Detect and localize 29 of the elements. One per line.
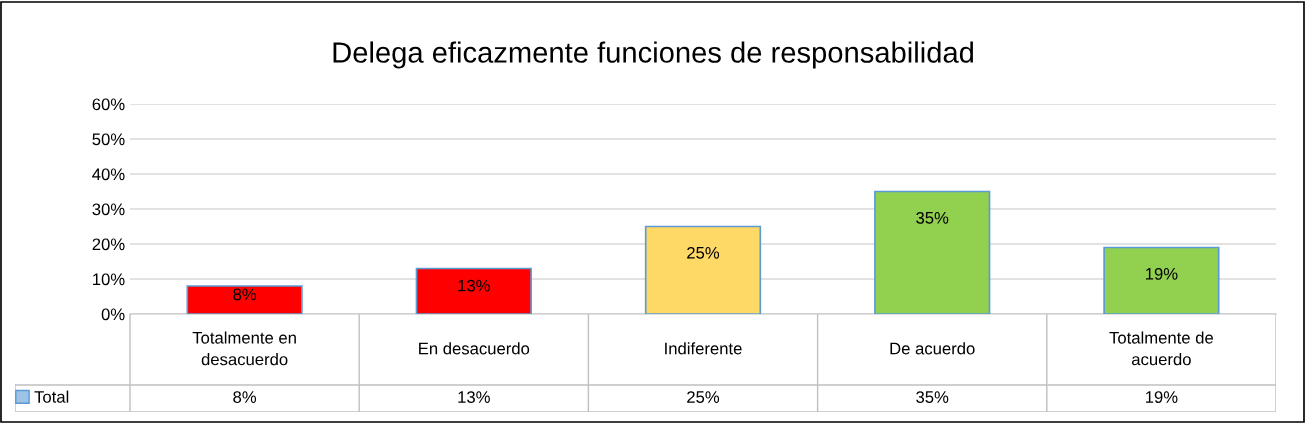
x-tick-label: De acuerdo (890, 342, 975, 355)
x-tick-label: Totalmente de acuerdo (1109, 331, 1214, 366)
bar (415, 267, 532, 314)
text: Total (34, 390, 69, 403)
x-tick-label: Totalmente en desacuerdo (192, 331, 296, 366)
text: 25% (687, 246, 720, 259)
y-tick-label: 60% (92, 98, 125, 111)
data-label: 35% (916, 391, 949, 403)
y-tick-label: 10% (93, 273, 125, 286)
y-tick-label: 50% (92, 133, 125, 146)
y-tick-label: 0% (101, 308, 125, 321)
bar (874, 190, 991, 314)
bar (644, 225, 762, 314)
text: 35% (916, 211, 949, 224)
bar (1103, 246, 1220, 314)
y-tick-label: 20% (92, 238, 125, 251)
x-tick-label: En desacuerdo (419, 342, 530, 355)
data-label: 25% (687, 391, 720, 403)
chart-title: Delega eficazmente funciones de responsabilidad (333, 41, 973, 69)
data-label: 13% (458, 391, 490, 403)
data-label: 19% (1145, 391, 1178, 403)
y-tick-label: 40% (92, 168, 125, 181)
text: 8% (233, 288, 257, 301)
text: 13% (458, 279, 490, 292)
text: 19% (1145, 267, 1178, 280)
data-label: 8% (233, 391, 257, 403)
bar (186, 285, 303, 314)
y-tick-label: 30% (92, 203, 125, 216)
x-tick-label: Indiferente (665, 342, 742, 355)
